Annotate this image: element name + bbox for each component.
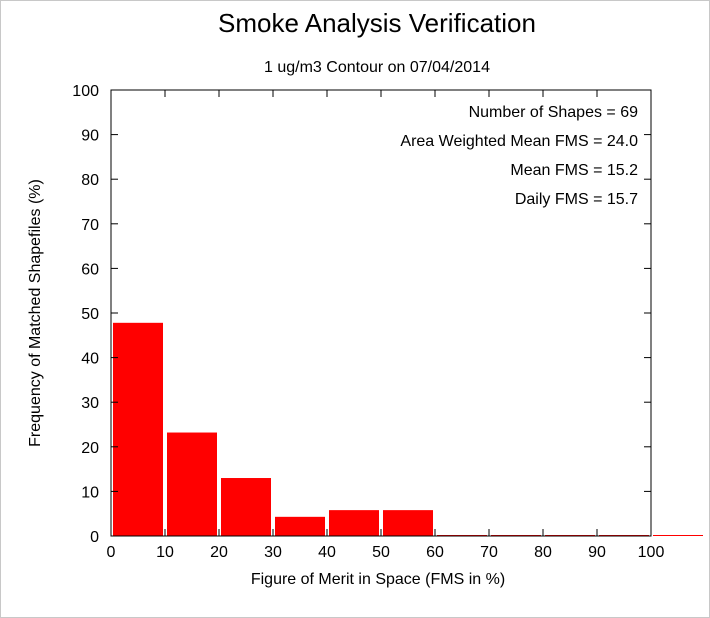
x-tick-label: 100 [638, 544, 665, 561]
y-tick-label: 30 [81, 395, 99, 412]
chart-subtitle: 1 ug/m3 Contour on 07/04/2014 [264, 59, 490, 76]
y-axis: 0 10 20 30 40 50 60 70 80 90 100 [72, 83, 651, 546]
histogram-bar [113, 322, 163, 536]
x-tick-label: 40 [318, 544, 336, 561]
y-tick-label: 0 [90, 529, 99, 546]
y-tick-label: 70 [81, 217, 99, 234]
y-tick-label: 40 [81, 351, 99, 368]
chart-title: Smoke Analysis Verification [218, 8, 536, 38]
y-tick-label: 60 [81, 261, 99, 278]
histogram-bar [383, 510, 433, 536]
histogram-bar [275, 516, 325, 536]
stat-line: Mean FMS = 15.2 [510, 162, 638, 179]
y-tick-label: 80 [81, 172, 99, 189]
stat-line: Number of Shapes = 69 [469, 104, 639, 121]
x-tick-label: 10 [156, 544, 174, 561]
x-tick-label: 60 [426, 544, 444, 561]
x-tick-label: 20 [210, 544, 228, 561]
x-tick-label: 70 [480, 544, 498, 561]
y-tick-label: 90 [81, 128, 99, 145]
bars-group [113, 322, 703, 536]
y-tick-label: 100 [72, 83, 99, 100]
y-tick-label: 50 [81, 306, 99, 323]
y-axis-label: Frequency of Matched Shapefiles (%) [27, 179, 44, 447]
x-tick-label: 80 [534, 544, 552, 561]
x-axis-label: Figure of Merit in Space (FMS in %) [251, 571, 505, 588]
histogram-bar [221, 478, 271, 536]
y-tick-label: 20 [81, 440, 99, 457]
x-tick-label: 90 [588, 544, 606, 561]
stat-line: Area Weighted Mean FMS = 24.0 [400, 133, 638, 150]
x-tick-label: 30 [264, 544, 282, 561]
histogram-bar [653, 535, 703, 536]
stats-box: Number of Shapes = 69 Area Weighted Mean … [400, 104, 638, 208]
histogram-bar [167, 432, 217, 536]
histogram-bar [329, 510, 379, 536]
x-tick-label: 50 [372, 544, 390, 561]
x-axis: 0 10 20 30 40 50 60 70 80 90 100 [107, 90, 665, 561]
y-tick-label: 10 [81, 484, 99, 501]
x-tick-label: 0 [107, 544, 116, 561]
stat-line: Daily FMS = 15.7 [515, 191, 638, 208]
